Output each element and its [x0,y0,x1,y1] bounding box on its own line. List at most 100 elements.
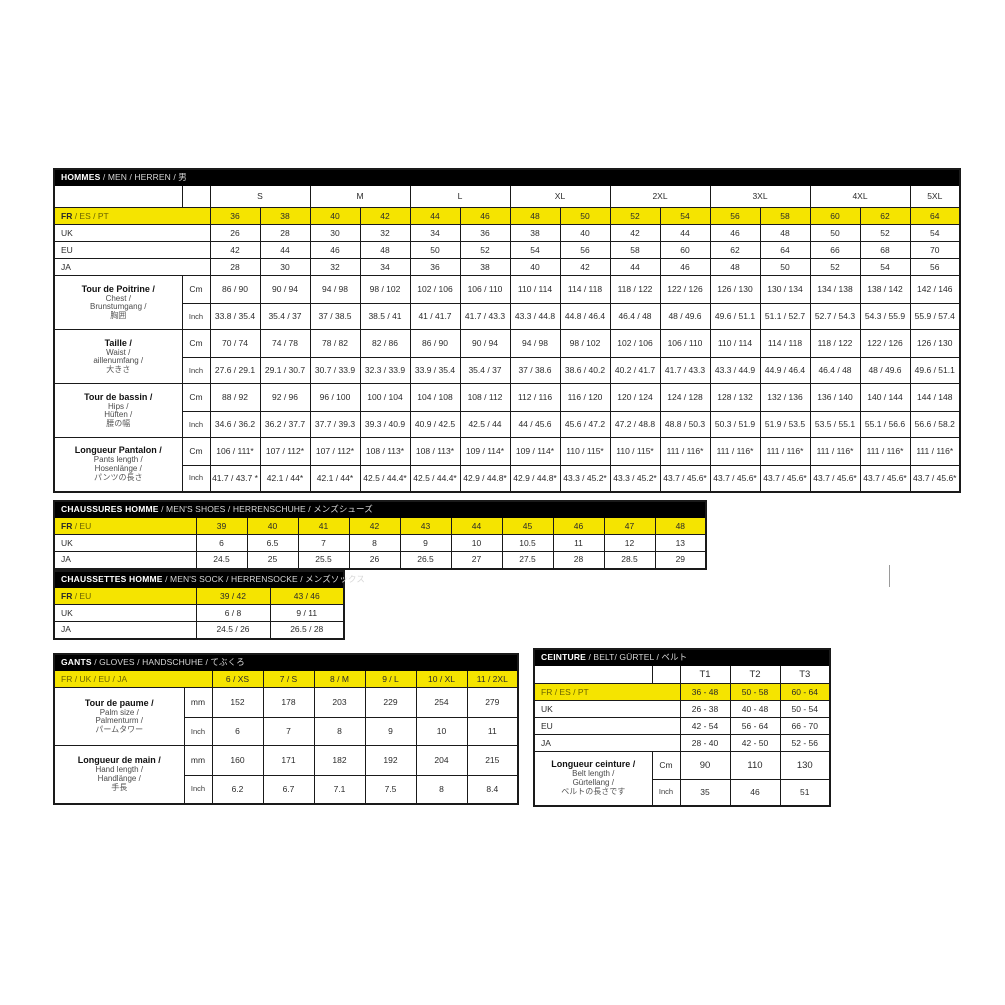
cell: 34.6 / 36.2 [209,411,261,439]
cell: 52 [809,258,861,277]
belt-length-cm-row: Longueur ceinture / Belt length / Gürtel… [533,751,831,807]
cell: 28 - 40 [679,734,731,753]
shoes-head-label-bold: FR [61,520,73,531]
cell: 48 [654,517,707,536]
cell: 136 / 140 [809,383,861,413]
cell: 48 / 49.6 [659,303,711,331]
cell: 126 / 130 [909,329,961,359]
standard-label-fr: FR / ES / PT [53,207,211,226]
measure-label-de: Handlänge / [97,774,141,784]
belt-band-header-row: CEINTURE / BELT/ GÜRTEL / ベルト [533,648,831,667]
measure-label-fr: Tour de bassin / [84,391,153,402]
socks-row-label-ja: JA [53,621,197,640]
socks-head-row: FR / EU 39 / 42 43 / 46 [53,587,345,606]
gloves-hand-inch-row: Inch 6.2 6.7 7.1 7.5 8 8.4 [54,775,519,805]
cell: 94 / 98 [309,275,361,305]
cell: 70 [909,241,961,260]
cell: 94 / 98 [509,329,561,359]
cell: 26 [348,551,401,570]
belt-standard-label-ja: JA [533,734,681,753]
cell: 48 [509,207,561,226]
measure-label-ja: パンツの長さ [94,472,143,482]
shoes-row-label-ja: JA [53,551,197,570]
cell: 52 [609,207,661,226]
standard-row-eu: EU 42 44 46 48 50 52 54 56 58 60 62 64 6… [53,241,961,260]
cell: 96 / 100 [309,383,361,413]
belt-standard-row-fr: FR / ES / PT 36 - 48 50 - 58 60 - 64 [533,683,831,702]
unit-inch: Inch [183,775,213,805]
cell: 7 / S [262,670,315,689]
cell: 60 [659,241,711,260]
socks-row-label-uk: UK [53,604,197,623]
measure-label-en: Hand length / [95,765,144,775]
measure-label-de: Hüften / [104,410,133,420]
cell: 52 [859,224,911,243]
cell: 48 [759,224,811,243]
cell: 42.5 / 44 [459,411,511,439]
belt-band-title-rest: / BELT/ GÜRTEL / ベルト [586,652,688,662]
belt-standard-label-eu: EU [533,717,681,736]
cell: 8 [313,717,366,747]
cell: 32 [309,258,361,277]
cell: 41.7 / 43.7 * [209,465,261,493]
gloves-head-label-rest: / UK / EU / JA [72,673,128,684]
cell: 7 [262,717,315,747]
cell: 28.5 [603,551,656,570]
cell: 6 [211,717,264,747]
cell: 102 / 106 [609,329,661,359]
cell: 6 / 8 [195,604,271,623]
men-band-title-bold: HOMMES [61,172,101,182]
cell: 35 [679,779,731,807]
cell: 122 / 126 [859,329,911,359]
cell: 116 / 120 [559,383,611,413]
cell: 204 [415,745,468,777]
cell: 120 / 124 [609,383,661,413]
cell: 34 [409,224,461,243]
cell: 160 [211,745,264,777]
cell: 6.5 [246,534,299,553]
cell: 108 / 113* [359,437,411,467]
cell: 42 [348,517,401,536]
cell: 58 [759,207,811,226]
measure-label-pants-length: Longueur Pantalon / Pants length / Hosen… [53,437,183,493]
cell: 37.7 / 39.3 [309,411,361,439]
measure-label-fr: Longueur de main / [77,755,161,766]
shoes-row-label-uk: UK [53,534,197,553]
cell: 6.2 [211,775,264,805]
cell: 112 / 116 [509,383,561,413]
cell: 50 - 54 [779,700,831,719]
cell: 48 [709,258,761,277]
cell: 36.2 / 37.7 [259,411,311,439]
men-band-header-row: HOMMES / MEN / HERREN / 男 [53,168,961,187]
standard-label-fr-rest: / ES / PT [72,210,109,221]
cell: 11 [466,717,519,747]
cell: 42.5 / 44.4* [359,465,411,493]
measure-label-fr: Tour de Poitrine / [81,283,155,294]
measure-label-fr: Tour de paume / [84,697,154,708]
unit-inch: Inch [183,717,213,747]
cell: 46 [459,207,511,226]
cell: 130 [779,751,831,781]
measure-label-ja: 手長 [111,782,128,792]
cell: 42 [609,224,661,243]
cell: 40 [309,207,361,226]
cell: 41 [297,517,350,536]
cell: 92 / 96 [259,383,311,413]
cell: 122 / 126 [659,275,711,305]
cell: 40 - 48 [729,700,781,719]
belt-size-group-t3: T3 [779,665,831,685]
cell: 36 [459,224,511,243]
cell: 74 / 78 [259,329,311,359]
cell: 11 / 2XL [466,670,519,689]
cell: 30.7 / 33.9 [309,357,361,385]
cell: 50 [559,207,611,226]
gloves-head-label-bold: FR [61,673,73,684]
cell: 106 / 110 [459,275,511,305]
cell: 138 / 142 [859,275,911,305]
belt-size-group-t2: T2 [729,665,781,685]
cell: 9 [399,534,452,553]
cell: 41.7 / 43.3 [659,357,711,385]
gloves-palm-mm-row: Tour de paume / Palm size / Palmenturm /… [53,687,519,747]
cell: 47.2 / 48.8 [609,411,661,439]
cell: 26.5 / 28 [269,621,345,640]
